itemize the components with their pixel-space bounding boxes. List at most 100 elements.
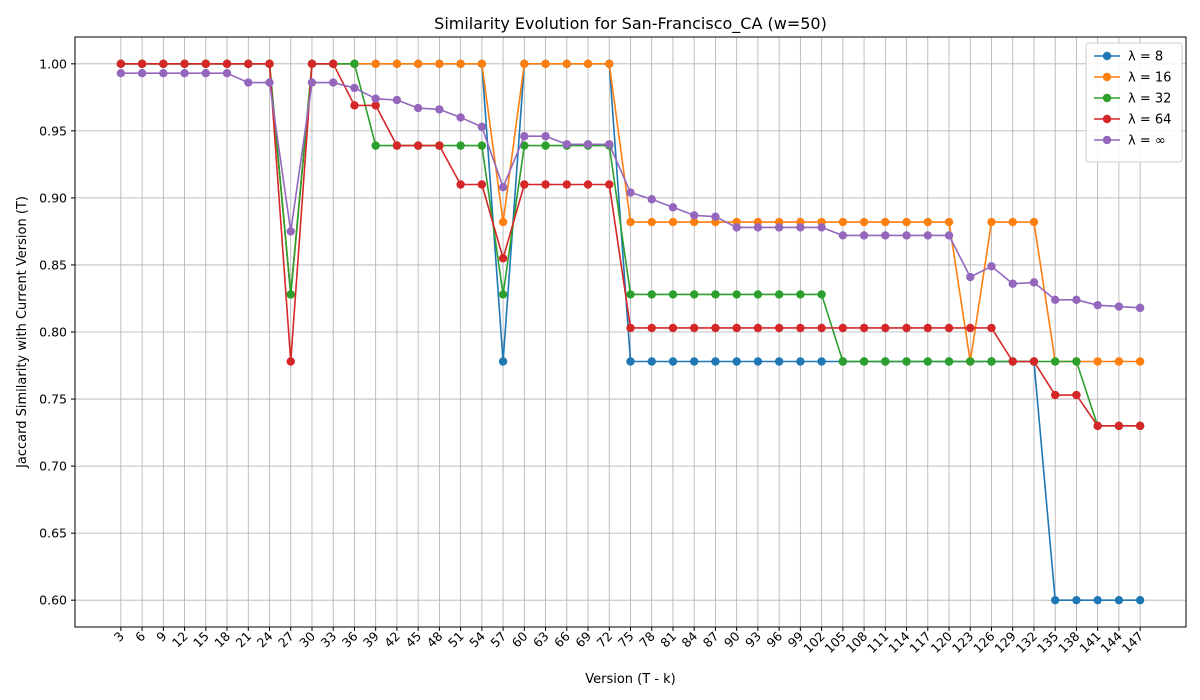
data-point [944,323,954,333]
x-tick-label: 9 [153,628,169,644]
data-point [1029,217,1039,227]
data-point [583,140,593,149]
y-tick-label: 0.60 [39,593,67,608]
data-point [966,323,975,333]
legend-label: λ = 16 [1128,71,1171,86]
data-point [987,262,996,271]
data-point [881,231,890,240]
data-point [477,59,487,69]
data-point [668,203,678,212]
data-point [711,212,720,221]
y-tick-label: 0.75 [39,392,67,407]
y-tick-label: 0.65 [39,526,67,541]
data-point [562,180,571,189]
data-point [753,290,763,299]
data-point [456,180,465,189]
data-point [1093,300,1102,310]
data-point [350,83,359,93]
legend-marker [1102,114,1112,124]
data-point [1135,595,1145,605]
x-tick-label: 15 [190,629,212,651]
data-point [647,357,656,366]
data-point [605,59,614,69]
data-point [286,357,295,366]
data-point [520,132,529,141]
data-point [690,290,699,299]
x-tick-label: 21 [233,629,255,651]
y-tick-label: 0.80 [39,325,67,340]
x-tick-label: 27 [275,629,297,651]
x-tick-label: 87 [700,629,722,651]
data-point [774,357,784,366]
data-point [626,188,635,197]
x-tick-label: 84 [678,628,700,650]
data-point [774,223,784,232]
data-point [541,132,550,141]
data-point [605,140,614,149]
data-point [817,323,826,333]
data-point [796,223,805,232]
data-point [987,357,996,366]
data-point [1114,302,1124,311]
series-4 [116,59,1145,431]
data-point [881,357,890,366]
data-point [371,141,380,150]
data-point [774,290,784,299]
data-point [838,231,848,240]
data-point [838,217,848,227]
data-point [329,59,338,69]
data-point [796,323,805,333]
data-point [159,69,168,78]
legend-marker [1102,72,1112,82]
data-point [859,357,869,366]
data-point [265,59,274,69]
data-point [116,69,126,78]
data-point [477,180,487,189]
legend-box [1085,42,1183,163]
x-tick-label: 45 [402,629,424,651]
data-point [137,69,147,78]
data-point [690,357,699,366]
data-point [690,211,699,220]
data-point [1114,421,1124,431]
data-point [541,180,550,189]
x-tick-label: 33 [317,629,339,651]
x-tick-label: 12 [169,629,191,651]
data-point [859,323,869,333]
data-point [902,357,911,366]
x-axis-label: Version (T - k) [585,672,676,687]
data-point [1050,390,1060,400]
series-5 [116,69,1145,313]
x-tick-label: 42 [381,629,403,651]
data-point [498,290,508,299]
x-tick-label: 54 [466,628,488,650]
data-point [307,59,317,69]
data-point [966,357,975,366]
data-point [307,78,317,87]
y-tick-label: 1.00 [39,56,67,71]
data-point [1072,357,1081,366]
data-point [498,217,508,227]
data-point [435,105,444,114]
data-point [732,290,741,299]
data-point [1008,357,1017,366]
data-point [902,217,911,227]
data-point [1029,278,1039,287]
data-point [668,217,678,227]
data-point [1135,303,1145,313]
data-point [859,231,869,240]
series-layer [116,59,1145,605]
data-point [796,290,805,299]
legend-item: λ = 32 [1094,92,1171,107]
data-point [732,223,741,232]
x-tick-label: 6 [132,628,148,644]
data-point [817,357,826,366]
data-point [456,113,465,122]
x-tick-label: 81 [657,629,679,651]
x-tick-label: 90 [721,628,743,650]
data-point [498,254,508,263]
grid-layer [75,37,1186,627]
y-axis-label: Jaccard Similarity with Current Version … [15,196,30,469]
data-point [456,141,465,150]
